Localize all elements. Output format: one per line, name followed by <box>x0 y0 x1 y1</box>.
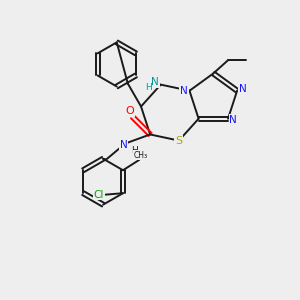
Text: N: N <box>230 115 237 125</box>
Text: O: O <box>125 106 134 116</box>
Text: N: N <box>238 84 246 94</box>
Text: CH₃: CH₃ <box>134 151 148 160</box>
Text: H: H <box>131 146 138 154</box>
Text: S: S <box>175 136 182 146</box>
Text: N: N <box>120 140 127 150</box>
Text: Cl: Cl <box>94 190 104 200</box>
Text: N: N <box>151 77 159 87</box>
Text: H: H <box>145 83 152 92</box>
Text: N: N <box>180 86 188 96</box>
